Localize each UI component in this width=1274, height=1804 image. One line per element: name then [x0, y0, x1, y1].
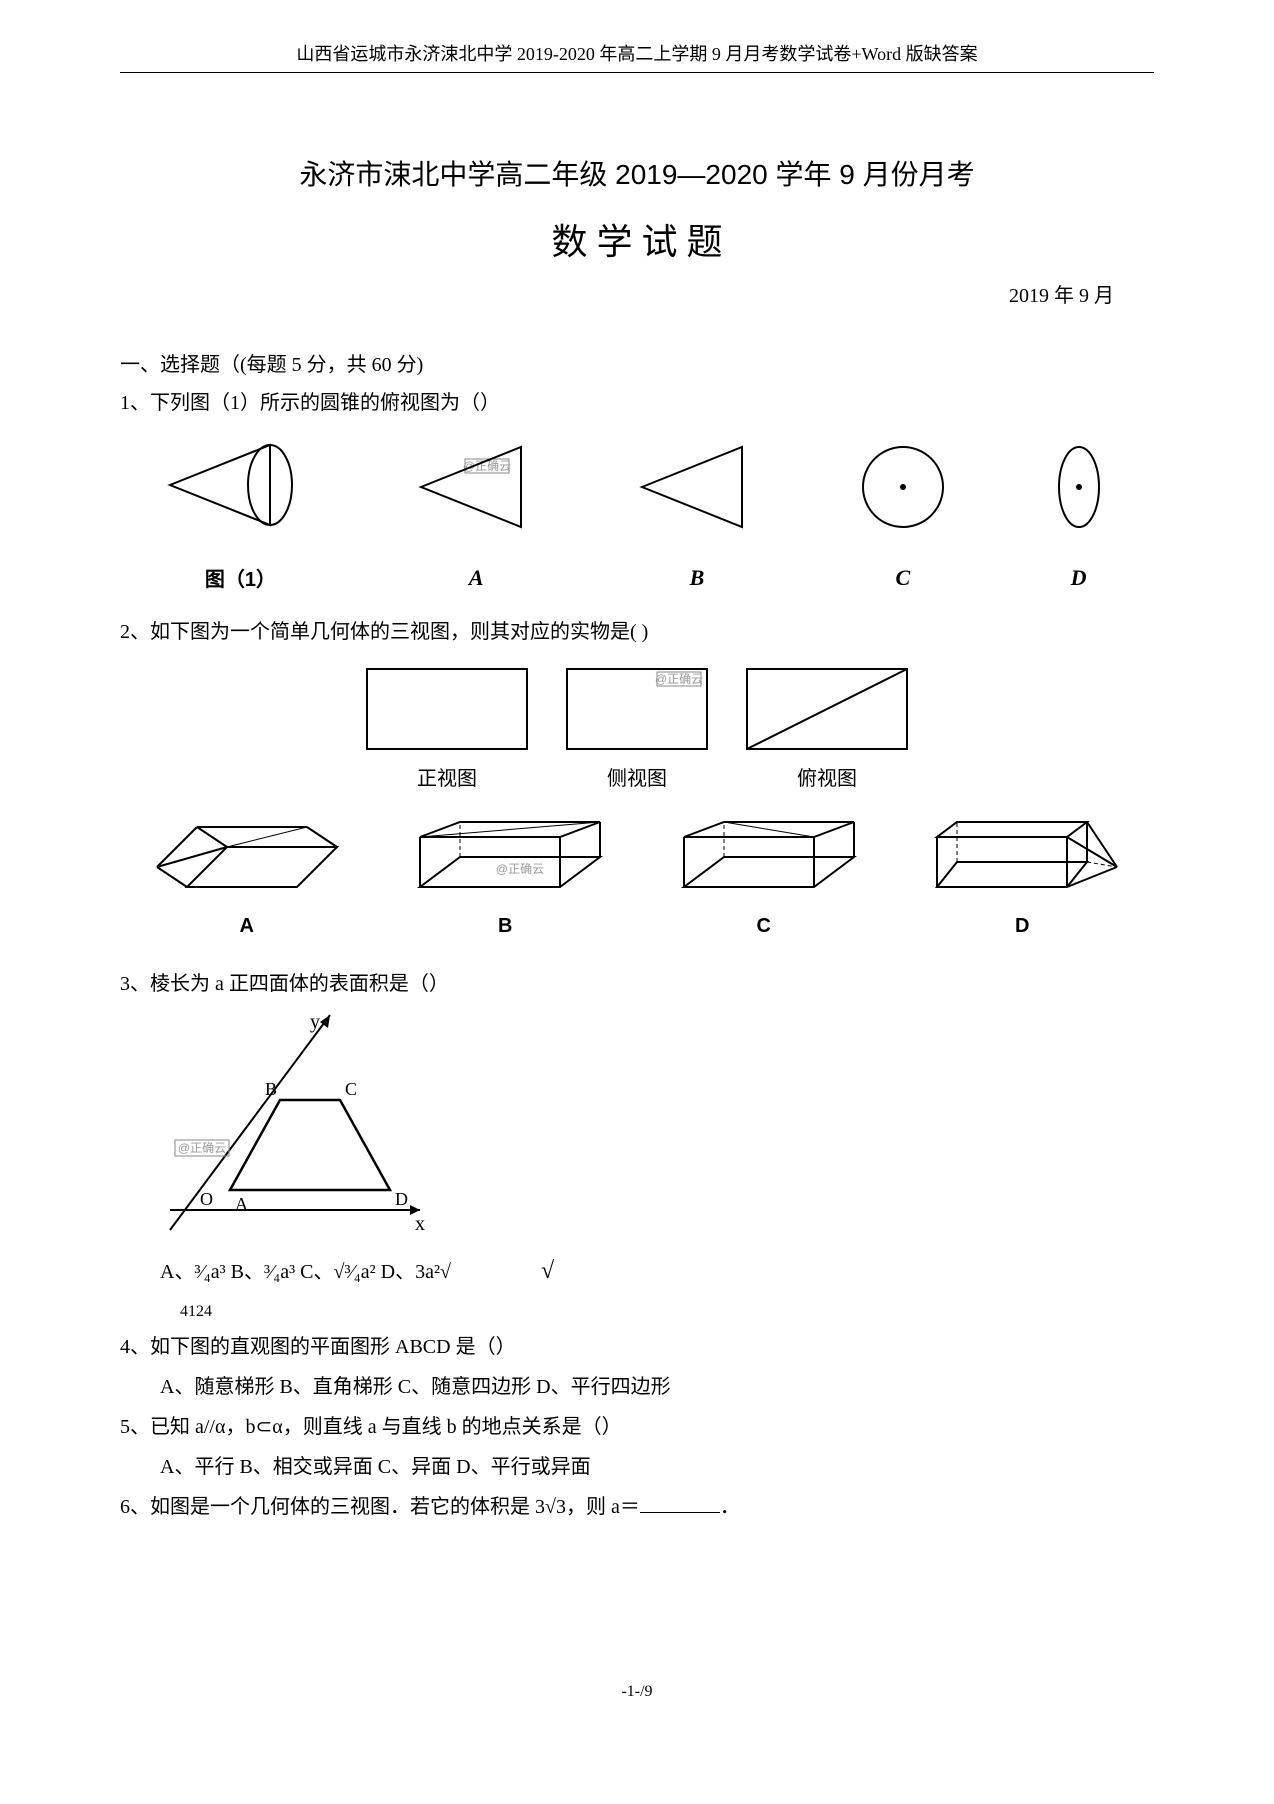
- q3-sub: 4124: [120, 1303, 1154, 1321]
- triangle-b-icon: [632, 437, 762, 557]
- prism-d-icon: [917, 807, 1127, 907]
- q1-label-a: A: [469, 565, 484, 591]
- page-number: -1-/9: [120, 1683, 1154, 1701]
- q2-view2-label: 侧视图: [607, 762, 667, 791]
- svg-text:@正确云: @正确云: [496, 862, 544, 876]
- q1-option-b: B: [632, 437, 762, 591]
- side-view-icon: @正确云: [562, 664, 712, 754]
- q2-label-a: A: [240, 915, 254, 938]
- q5-options: A、平行 B、相交或异面 C、异面 D、平行或异面: [120, 1451, 1154, 1483]
- q1-label-d: D: [1071, 565, 1087, 591]
- svg-text:B: B: [265, 1079, 277, 1099]
- q1-option-c: C: [853, 437, 953, 591]
- q1-fig-label: 图（1）: [205, 563, 276, 592]
- prism-a-icon: [147, 807, 347, 907]
- question-6: 6、如图是一个几何体的三视图．若它的体积是 3√3，则 a＝ ．: [120, 1491, 1154, 1523]
- q1-option-d: D: [1044, 437, 1114, 591]
- q1-label-c: C: [895, 565, 910, 591]
- q1-option-a: @正确云 A: [411, 437, 541, 591]
- q2-top-view: 俯视图: [742, 664, 912, 791]
- svg-text:y: y: [310, 1011, 320, 1033]
- q4-options: A、随意梯形 B、直角梯形 C、随意四边形 D、平行四边形: [120, 1371, 1154, 1403]
- front-view-icon: [362, 664, 532, 754]
- q2-view1-label: 正视图: [417, 762, 477, 791]
- exam-title-line1: 永济市涑北中学高二年级 2019—2020 学年 9 月份月考: [120, 153, 1154, 193]
- top-view-icon: [742, 664, 912, 754]
- q6-text: 6、如图是一个几何体的三视图．若它的体积是 3√3，则 a＝: [120, 1496, 640, 1518]
- q1-label-b: B: [690, 565, 705, 591]
- q2-solid-c: C: [664, 807, 864, 938]
- q6-blank: [640, 1493, 720, 1513]
- trapezoid-xy-icon: x y O A D B C @正确云: [160, 1010, 440, 1240]
- svg-text:A: A: [235, 1194, 248, 1214]
- question-5: 5、已知 a//α，b⊂α，则直线 a 与直线 b 的地点关系是（）: [120, 1411, 1154, 1443]
- q2-solid-a: A: [147, 807, 347, 938]
- svg-text:@正确云: @正确云: [655, 672, 703, 686]
- q3-figure: x y O A D B C @正确云: [120, 1010, 1154, 1240]
- q1-figure-row: 图（1） @正确云 A B C D: [120, 435, 1154, 592]
- question-4: 4、如下图的直观图的平面图形 ABCD 是（）: [120, 1331, 1154, 1363]
- ellipse-dot-icon: [1044, 437, 1114, 557]
- question-1: 1、下列图（1）所示的圆锥的俯视图为（）: [120, 387, 1154, 419]
- q3-formula: A、³⁄₄a³ B、³⁄₄a³ C、√³⁄₄a² D、3a²√ √: [120, 1250, 1154, 1293]
- q2-front-view: 正视图: [362, 664, 532, 791]
- question-2: 2、如下图为一个简单几何体的三视图，则其对应的实物是( ): [120, 616, 1154, 648]
- q2-three-views: 正视图 @正确云 侧视图 俯视图: [120, 664, 1154, 791]
- svg-text:@正确云: @正确云: [178, 1141, 226, 1155]
- svg-text:D: D: [395, 1189, 408, 1209]
- exam-title-line2: 数 学 试 题: [120, 213, 1154, 265]
- q2-solid-b: @正确云 B: [400, 807, 610, 938]
- q6-post: ．: [720, 1496, 740, 1518]
- q1-cone-figure: 图（1）: [160, 435, 320, 592]
- circle-dot-icon: [853, 437, 953, 557]
- svg-text:x: x: [415, 1213, 425, 1235]
- svg-text:C: C: [345, 1079, 357, 1099]
- svg-text:O: O: [200, 1189, 213, 1209]
- q2-solids-row: A @正确云 B C: [120, 807, 1154, 938]
- q2-label-b: B: [498, 915, 512, 938]
- q2-view3-label: 俯视图: [797, 762, 857, 791]
- prism-c-icon: [664, 807, 864, 907]
- triangle-icon: @正确云: [411, 437, 541, 557]
- q2-side-view: @正确云 侧视图: [562, 664, 712, 791]
- exam-date: 2019 年 9 月: [120, 279, 1154, 308]
- page-header: 山西省运城市永济涑北中学 2019-2020 年高二上学期 9 月月考数学试卷+…: [120, 40, 1154, 73]
- cone-icon: [160, 435, 320, 555]
- question-3: 3、棱长为 a 正四面体的表面积是（）: [120, 968, 1154, 1000]
- q2-solid-d: D: [917, 807, 1127, 938]
- section-1-title: 一、选择题（(每题 5 分，共 60 分): [120, 348, 1154, 377]
- q2-label-c: C: [757, 915, 771, 938]
- prism-b-icon: @正确云: [400, 807, 610, 907]
- q2-label-d: D: [1015, 915, 1029, 938]
